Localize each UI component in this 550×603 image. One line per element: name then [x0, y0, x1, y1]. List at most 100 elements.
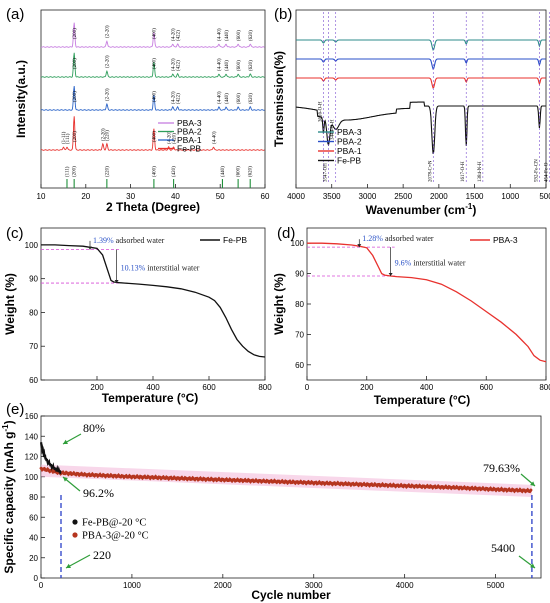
- panel-a-peak-label: (4-20): [167, 131, 172, 144]
- panel-c-arrowhead: [114, 280, 119, 284]
- panel-b-legend-label: Fe-PB: [337, 156, 361, 166]
- panel-d-xtick-label: 400: [420, 383, 434, 392]
- panel-e-ytick-label: 80: [29, 493, 38, 502]
- panel-a-peak-label: (620): [249, 30, 254, 41]
- panel-b-peak-label: 454-Fe-O: [544, 162, 549, 182]
- panel-a-peak-label: (200): [73, 28, 78, 39]
- panel-c-ann-interstitial: 10.13% interstitial water: [121, 263, 200, 272]
- panel-e-arrow-96-head: [63, 477, 68, 482]
- panel-b-xtick-label: 500: [539, 192, 550, 201]
- panel-d-xlabel: Temperature (°C): [374, 393, 471, 407]
- panel-a-peak-label: (4-40): [218, 28, 223, 41]
- panel-a-reference-label: (111): [65, 166, 70, 177]
- panel-c-tga: (c) Weight (%) Temperature (°C) 200 400 60…: [3, 225, 272, 405]
- panel-a-xtick-label: 60: [261, 192, 270, 201]
- panel-e-xtick-label: 2000: [214, 581, 232, 590]
- panel-e-annotation: 79.63%: [483, 461, 520, 475]
- panel-b-frame: [295, 9, 547, 189]
- panel-a-ylabel: Intensity(a.u.): [14, 60, 28, 138]
- panel-d-frame: [306, 227, 547, 381]
- panel-a-peak-label: (4-20): [172, 91, 177, 104]
- panel-a-frame: [40, 9, 266, 189]
- panel-a-peak-label: (620): [249, 93, 254, 104]
- panel-b-xtick-label: 1500: [466, 192, 484, 201]
- panel-e-xlabel: Cycle number: [251, 588, 331, 602]
- panel-d-legend-label: PBA-3: [493, 235, 518, 245]
- panel-a-peak-label: (4-20): [172, 58, 177, 71]
- panel-a-xtick-label: 40: [171, 192, 180, 201]
- panel-a-peak-label: (2-20): [106, 55, 111, 68]
- panel-e-ylabel: Specific capacity (mAh g-1): [1, 420, 16, 573]
- panel-a-xlabel: 2 Theta (Degree): [106, 200, 200, 214]
- panel-b-peak-label: 592-Fe-CN: [534, 159, 539, 182]
- panel-e-ytick-label: 100: [25, 473, 39, 482]
- panel-a-reference-label: (440): [221, 166, 226, 177]
- panel-b-legend-label: PBA-2: [337, 137, 362, 147]
- panel-d-ytick-label: 60: [295, 361, 304, 370]
- panel-d-ann-interstitial: 9.6% interstitial water: [395, 259, 466, 268]
- panel-a-peak-label: (111): [66, 133, 71, 144]
- panel-e-xtick-label: 0: [39, 581, 44, 590]
- panel-a-peak-label: (600): [237, 30, 242, 41]
- panel-a-xtick-label: 30: [126, 192, 135, 201]
- panel-a-peak-label: (600): [237, 60, 242, 71]
- panel-c-xtick-label: 400: [146, 383, 160, 392]
- panel-a-peak-label: (400): [153, 28, 158, 39]
- panel-e-legend-label: Fe-PB@-20 °C: [82, 518, 146, 529]
- panel-c-label: (c): [6, 225, 24, 242]
- panel-a-peak-label: (400): [153, 58, 158, 69]
- panel-a-xrd: (a) Intensity(a.u.) 2 Theta (Degree) 10 2…: [6, 6, 270, 214]
- panel-b-label: (b): [274, 6, 292, 23]
- panel-a-peak-label: (422): [176, 93, 181, 104]
- panel-a-peak-label: (420): [172, 133, 177, 144]
- panel-a-peak-label: (422): [176, 60, 181, 71]
- panel-e-series-fepb: [40, 442, 62, 475]
- panel-b-peak-label: 3616-O-H: [318, 101, 323, 122]
- panel-d-ytick-label: 100: [291, 239, 305, 248]
- panel-a-xtick-label: 20: [81, 192, 90, 201]
- panel-a-peak-label: (1-11): [62, 131, 67, 144]
- panel-b-ftir: (b) Transmission(%) Wavenumber (cm-1) 40…: [272, 6, 550, 217]
- panel-b-series-pba-3: [296, 39, 546, 51]
- panel-e-cycling: (e) Specific capacity (mAh g-1) Cycle nu…: [1, 401, 542, 602]
- panel-c-xtick-label: 600: [202, 383, 216, 392]
- panel-d-xtick-label: 800: [539, 383, 550, 392]
- panel-e-arrow-5400-head: [530, 563, 535, 568]
- panel-a-reference-label: (620): [249, 166, 254, 177]
- panel-a-peak-label: (2-20): [106, 88, 111, 101]
- panel-a-reference-label: (220): [105, 166, 110, 177]
- panel-a-reference-label: (600): [237, 166, 242, 177]
- panel-d-xtick-label: 600: [480, 383, 494, 392]
- panel-a-peak-label: (220): [106, 130, 111, 141]
- panel-e-ytick-label: 160: [25, 412, 39, 421]
- panel-c-ytick-label: 100: [25, 241, 39, 250]
- panel-e-label: (e): [6, 401, 24, 418]
- panel-c-legend-label: Fe-PB: [223, 235, 247, 245]
- panel-b-xtick-label: 1000: [501, 192, 519, 201]
- panel-a-reference-label: (400): [152, 166, 157, 177]
- panel-a-peak-label: (4-40): [212, 131, 217, 144]
- panel-b-peak-label: 1617-O-H: [461, 161, 466, 182]
- panel-c-xlabel: Temperature (°C): [102, 391, 199, 405]
- panel-e-arrow-7963-head: [530, 481, 535, 486]
- panel-d-ann-adsorbed: 1.28% adsorbed water: [362, 234, 434, 243]
- panel-e-annotation: 96.2%: [83, 486, 114, 500]
- panel-c-ytick-label: 70: [29, 342, 38, 351]
- panel-a-peak-label: (4-20): [172, 28, 177, 41]
- panel-b-peak-label: 3444-O-H: [331, 119, 336, 140]
- panel-b-series-pba-2: [296, 58, 546, 70]
- panel-d-ytick-label: 90: [295, 270, 304, 279]
- panel-e-ytick-label: 40: [29, 534, 38, 543]
- panel-a-xtick-label: 50: [216, 192, 225, 201]
- panel-c-xtick-label: 200: [90, 383, 104, 392]
- panel-e-ytick-label: 60: [29, 513, 38, 522]
- panel-b-xtick-label: 3000: [359, 192, 377, 201]
- panel-e-legend-label: PBA-3@-20 °C: [82, 531, 149, 542]
- panel-a-legend-label: PBA-2: [177, 127, 202, 137]
- panel-b-legend-label: PBA-3: [337, 127, 362, 137]
- panel-c-ylabel: Weight (%): [3, 273, 17, 335]
- panel-a-peak-label: (200): [73, 91, 78, 102]
- panel-b-xtick-label: 4000: [287, 192, 305, 201]
- panel-a-peak-label: (440): [225, 93, 230, 104]
- panel-e-xtick-label: 5000: [487, 581, 505, 590]
